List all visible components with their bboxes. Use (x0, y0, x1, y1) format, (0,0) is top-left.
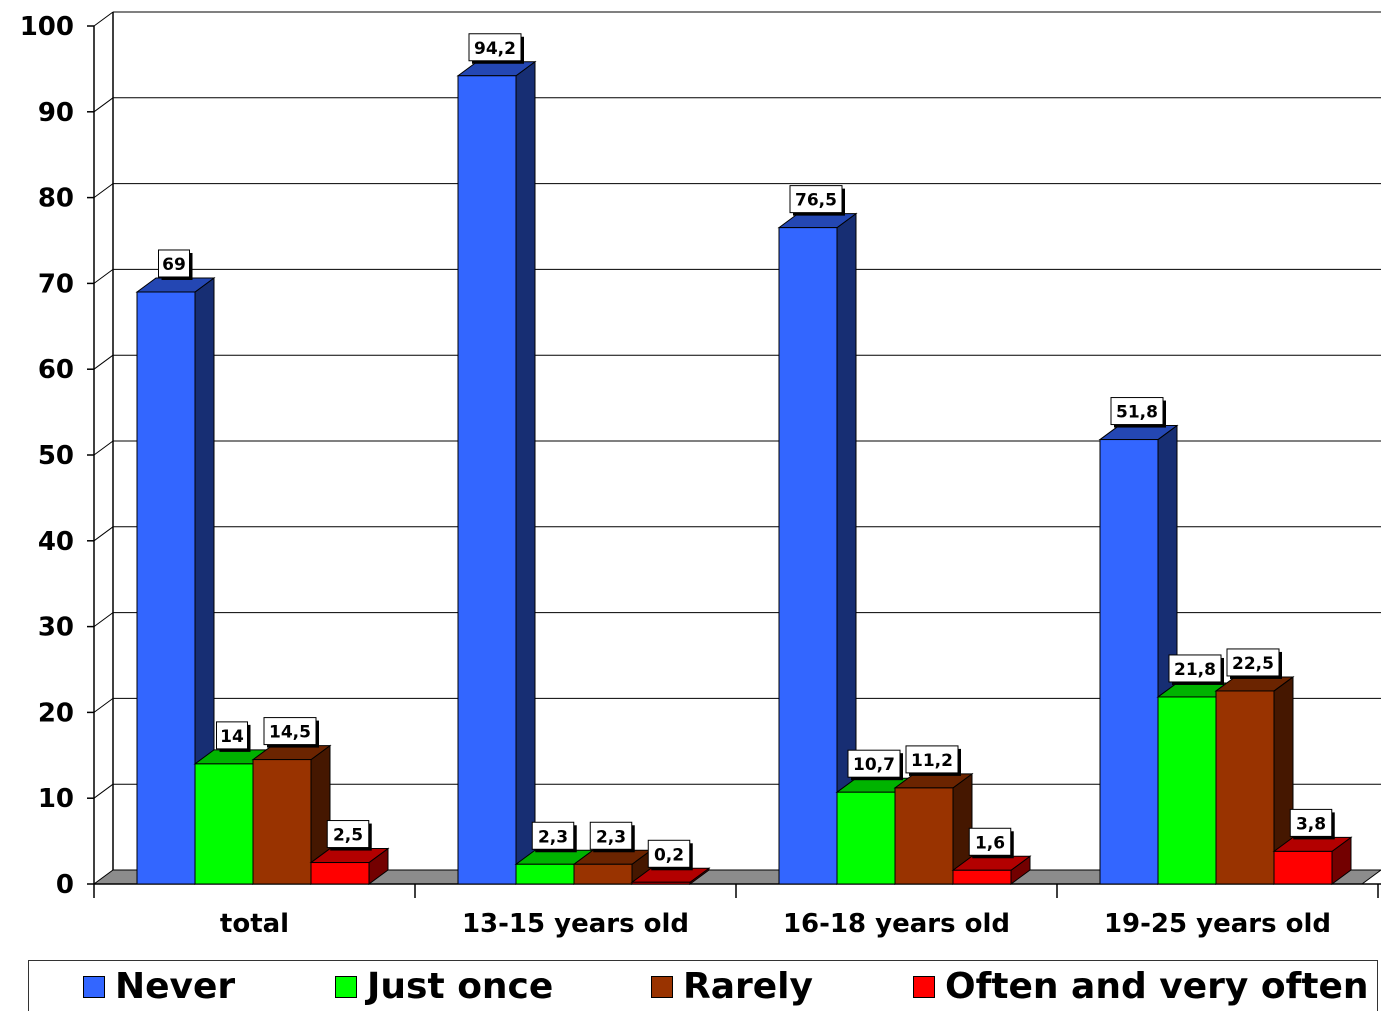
legend-label-just-once: Just once (367, 966, 554, 1007)
data-label-box-2-3 (968, 827, 1012, 856)
y-tick-label-70: 70 (38, 269, 74, 299)
data-label-3-1: 21,8 (1174, 660, 1216, 680)
legend-label-never: Never (115, 966, 236, 1007)
y-tick-label-20: 20 (38, 698, 74, 728)
data-label-0-0: 69 (162, 255, 186, 275)
data-label-box-2-1 (847, 749, 901, 778)
bar-side-1-0 (515, 60, 536, 885)
data-label-3-2: 22,5 (1232, 654, 1274, 674)
data-label-box-0-0 (158, 249, 190, 278)
x-tick-label-3: 19-25 years old (1104, 909, 1331, 939)
bar-3-0 (1099, 439, 1159, 885)
bar-1-2 (573, 863, 633, 885)
data-label-0-2: 14,5 (269, 723, 311, 743)
data-label-0-1: 14 (220, 727, 244, 747)
x-tick-label-1: 13-15 years old (462, 909, 689, 939)
bar-1-1 (515, 863, 575, 885)
data-label-box-3-0 (1110, 397, 1164, 426)
gridline-side-30 (93, 612, 114, 628)
data-label-box-1-0 (468, 33, 522, 62)
bars (135, 60, 1353, 885)
bar-3-2 (1215, 690, 1275, 885)
y-tick-label-50: 50 (38, 441, 74, 471)
y-tick-label-30: 30 (38, 613, 74, 643)
data-label-box-1-3 (647, 839, 691, 868)
data-label-2-2: 11,2 (911, 751, 953, 771)
gridline-side-20 (93, 697, 114, 713)
data-label-3-3: 3,8 (1296, 814, 1326, 834)
gridline-side-70 (93, 268, 114, 284)
data-label-box-0-1 (216, 721, 248, 750)
data-label-box-3-1 (1168, 654, 1222, 683)
data-label-2-1: 10,7 (853, 755, 895, 775)
legend-swatch-rarely (651, 976, 673, 998)
gridline-side-60 (93, 354, 114, 370)
legend-swatch-never (83, 976, 105, 998)
bar-0-1 (194, 763, 254, 885)
gridline-side-40 (93, 526, 114, 542)
data-label-box-1-2 (589, 821, 633, 850)
bar-0-3 (310, 862, 370, 885)
y-tick-label-10: 10 (38, 784, 74, 814)
gridline-side-80 (93, 183, 114, 199)
bar-0-0 (136, 291, 196, 885)
bar-1-3 (631, 881, 691, 885)
legend-item-just-once: Just once (335, 967, 553, 1007)
data-labels: 69 14 14,5 2,5 94,2 2,3 2,3 0,2 76,5 10,7 11,2 1,6 5… (158, 33, 1335, 871)
gridline-side-50 (93, 440, 114, 456)
legend-item-never: Never (83, 967, 235, 1007)
y-tick-label-80: 80 (38, 184, 74, 214)
legend-swatch-often (913, 976, 935, 998)
bar-2-3 (952, 869, 1012, 885)
data-label-box-2-2 (905, 745, 959, 774)
data-label-box-1-1 (531, 821, 575, 850)
legend-label-often: Often and very often (945, 966, 1369, 1007)
y-tick-label-0: 0 (56, 870, 74, 900)
legend-item-often: Often and very often (913, 967, 1369, 1007)
data-label-box-2-0 (789, 185, 843, 214)
bar-2-0 (778, 227, 838, 885)
data-label-1-3: 0,2 (654, 845, 684, 865)
bar-0-2 (252, 759, 312, 885)
gridline-side-10 (93, 783, 114, 799)
data-label-2-0: 76,5 (795, 191, 837, 211)
data-label-box-3-3 (1289, 808, 1333, 837)
legend-item-rarely: Rarely (651, 967, 813, 1007)
data-label-3-0: 51,8 (1116, 403, 1158, 423)
data-label-2-3: 1,6 (975, 833, 1005, 853)
bar-2-2 (894, 787, 954, 885)
legend-swatch-just-once (335, 976, 357, 998)
data-label-0-3: 2,5 (333, 826, 363, 846)
y-tick-label-40: 40 (38, 527, 74, 557)
bar-3-3 (1273, 850, 1333, 885)
y-tick-label-90: 90 (38, 98, 74, 128)
y-tick-label-60: 60 (38, 355, 74, 385)
data-label-box-0-3 (326, 820, 370, 849)
gridline-side-90 (93, 97, 114, 113)
bar-3-1 (1157, 696, 1217, 885)
bar-2-1 (836, 791, 896, 885)
gridline-side-100 (93, 11, 114, 27)
data-label-1-2: 2,3 (596, 827, 626, 847)
data-label-1-0: 94,2 (474, 39, 516, 59)
x-tick-label-0: total (220, 909, 289, 939)
y-tick-label-100: 100 (20, 12, 74, 42)
data-label-box-3-2 (1226, 648, 1280, 677)
legend: Never Just once Rarely Often and very of… (28, 960, 1378, 1011)
legend-label-rarely: Rarely (683, 966, 813, 1007)
bar-1-0 (457, 75, 517, 885)
data-label-box-0-2 (263, 717, 317, 746)
x-tick-label-2: 16-18 years old (783, 909, 1010, 939)
data-label-1-1: 2,3 (538, 827, 568, 847)
bar-chart: 0 10 20 30 40 50 60 70 80 90 100 total 13-15 years o… (20, 11, 1381, 939)
